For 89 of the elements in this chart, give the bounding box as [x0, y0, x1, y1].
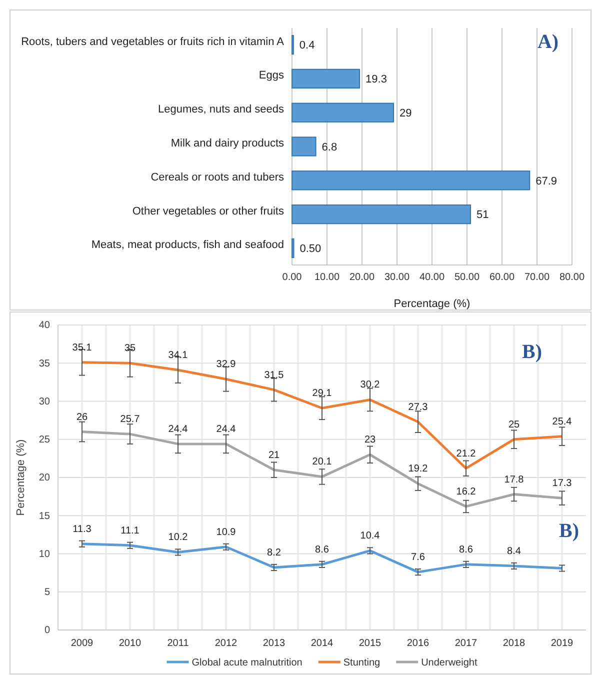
- x-tick-label: 80.00: [559, 272, 585, 284]
- data-label: 17.3: [552, 478, 572, 490]
- data-label: 0.4: [299, 40, 315, 52]
- x-tick-label: 2017: [454, 638, 478, 650]
- y-tick-label: Other vegetables or other fruits: [132, 205, 284, 218]
- data-label: 25.7: [120, 414, 140, 426]
- y-tick-label: 15: [38, 510, 50, 522]
- y-tick-label: 35: [38, 358, 50, 370]
- bar: [292, 204, 471, 224]
- bar: [292, 102, 394, 122]
- data-label: 19.3: [366, 74, 387, 86]
- data-label: 6.8: [322, 141, 338, 154]
- data-label: 8.2: [267, 547, 282, 558]
- data-label: 29: [400, 107, 412, 120]
- data-label: 29.1: [312, 388, 332, 400]
- data-label: 21: [268, 450, 280, 461]
- x-tick-label: 2013: [262, 638, 286, 650]
- y-tick-label: Milk and dairy products: [170, 138, 284, 150]
- data-label: 25.4: [552, 416, 572, 428]
- data-label: 24.4: [168, 424, 188, 435]
- y-tick-label: 5: [44, 587, 50, 598]
- x-tick-label: 2018: [502, 638, 526, 650]
- data-label: 32.9: [216, 359, 236, 370]
- x-tick-label: 2009: [70, 638, 94, 650]
- data-label: 35.1: [72, 342, 92, 354]
- legend-label: Underweight: [421, 658, 478, 668]
- x-tick-label: 2014: [310, 638, 334, 650]
- y-tick-label: 0: [44, 625, 50, 636]
- data-label: 35: [124, 343, 136, 354]
- annotation: B): [559, 520, 579, 542]
- y-tick-label: 25: [38, 434, 50, 446]
- y-axis-title: Percentage (%): [15, 439, 27, 516]
- data-label: 20.1: [312, 456, 332, 468]
- data-label: 24.4: [216, 424, 236, 435]
- x-tick-label: 50.00: [454, 272, 480, 284]
- data-label: 30.2: [360, 380, 380, 391]
- data-label: 19.2: [408, 464, 428, 475]
- data-label: 23: [364, 434, 376, 446]
- x-tick-label: 2016: [406, 638, 430, 650]
- x-tick-label: 2012: [214, 638, 238, 650]
- line-series: [80, 542, 564, 574]
- x-axis-title: Percentage (%): [394, 298, 470, 310]
- x-tick-label: 60.00: [489, 272, 515, 284]
- data-label: 51: [476, 209, 489, 222]
- bar: [292, 170, 530, 190]
- y-tick-label: Roots, tubers and vegetables or fruits rich in vitamin A: [21, 36, 285, 48]
- y-tick-label: Eggs: [258, 70, 284, 82]
- x-tick-label: 2019: [550, 638, 574, 650]
- x-tick-label: 2015: [358, 638, 382, 650]
- data-label: 17.8: [504, 474, 524, 486]
- data-label: 8.6: [315, 544, 330, 556]
- y-tick-label: Cereals or roots and tubers: [150, 171, 284, 184]
- annotation: B): [522, 341, 542, 363]
- data-label: 10.4: [360, 530, 380, 542]
- x-tick-label: 20.00: [349, 272, 375, 284]
- x-tick-label: 10.00: [314, 272, 340, 284]
- legend-label: Global acute malnutrition: [192, 658, 302, 668]
- x-tick-label: 0.00: [282, 272, 302, 284]
- annotation: A): [537, 31, 559, 53]
- data-label: 67.9: [536, 175, 558, 188]
- data-label: 10.9: [216, 526, 236, 538]
- x-tick-label: 30.00: [384, 272, 410, 284]
- data-label: 0.50: [300, 243, 322, 256]
- legend-label: Stunting: [343, 658, 380, 668]
- data-label: 10.2: [168, 532, 188, 544]
- x-tick-label: 2011: [167, 638, 190, 650]
- y-tick-label: Legumes, nuts and seeds: [158, 104, 284, 116]
- data-label: 26: [76, 412, 88, 423]
- data-label: 31.5: [264, 370, 284, 381]
- y-tick-label: 30: [38, 396, 50, 408]
- y-tick-label: 40: [38, 320, 50, 332]
- y-tick-label: 10: [38, 548, 50, 560]
- data-label: 16.2: [456, 486, 476, 498]
- x-tick-label: 40.00: [419, 272, 445, 284]
- data-label: 8.6: [459, 544, 474, 556]
- bar: [292, 68, 360, 89]
- bar: [292, 136, 316, 156]
- data-label: 34.1: [168, 350, 188, 361]
- data-label: 25: [508, 419, 520, 430]
- data-label: 11.1: [120, 525, 140, 536]
- data-label: 11.3: [72, 524, 92, 535]
- data-label: 7.6: [411, 552, 426, 564]
- y-tick-label: Meats, meat products, fish and seafood: [91, 239, 284, 252]
- x-tick-label: 2010: [118, 638, 142, 650]
- data-label: 8.4: [507, 546, 522, 557]
- data-label: 27.3: [408, 402, 428, 413]
- y-tick-label: 20: [38, 472, 50, 484]
- data-label: 21.2: [456, 448, 476, 460]
- x-tick-label: 70.00: [524, 272, 550, 284]
